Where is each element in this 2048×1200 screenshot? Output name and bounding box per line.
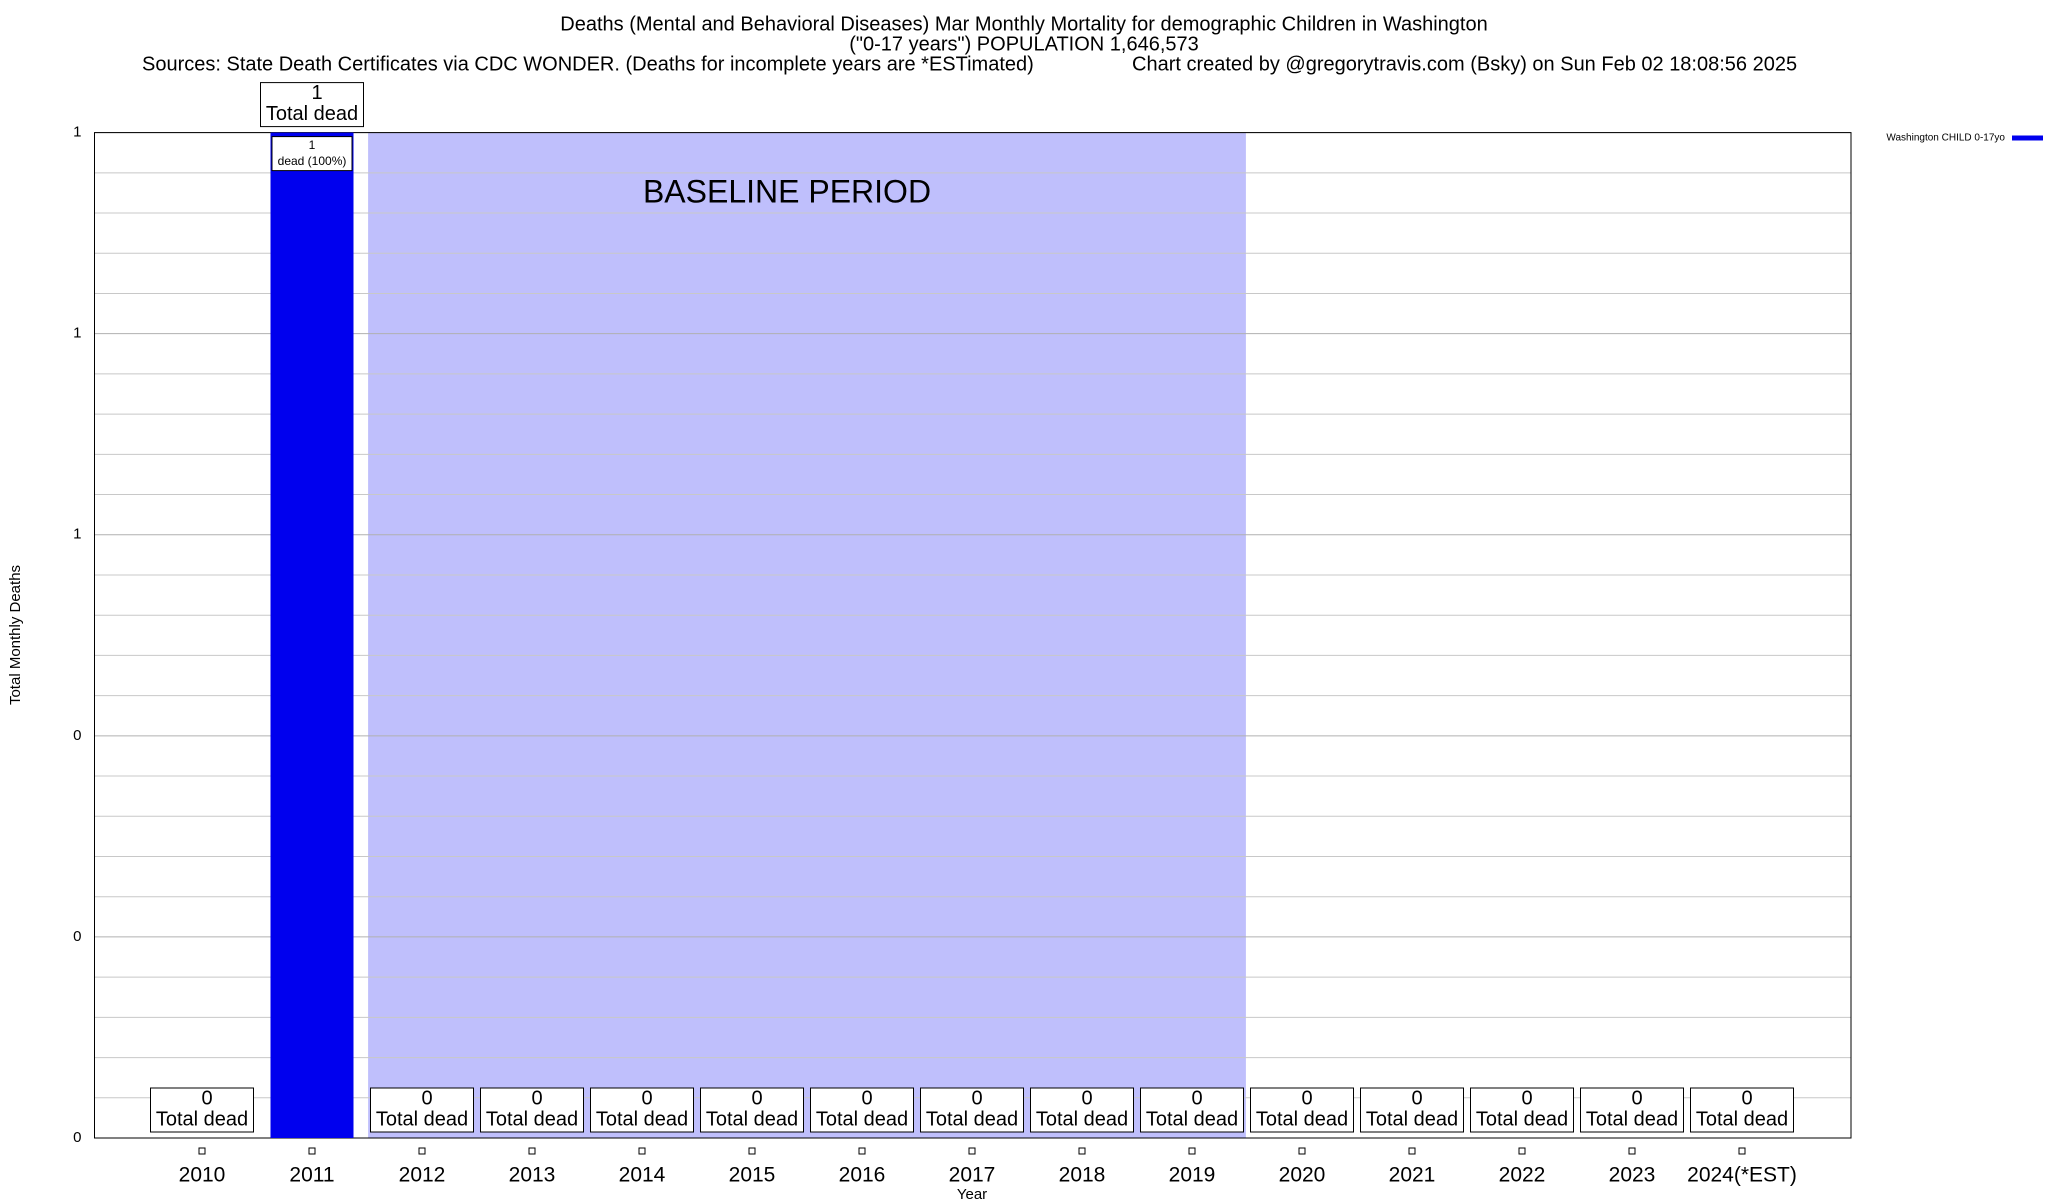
total-value: 0 <box>421 1087 432 1109</box>
x-tick-mark <box>418 1147 426 1155</box>
x-tick-mark <box>308 1147 316 1155</box>
total-value: 0 <box>1191 1087 1202 1109</box>
x-tick-label: 2010 <box>179 1164 226 1187</box>
total-caption: Total dead <box>1476 1108 1568 1130</box>
total-box <box>260 82 364 128</box>
shade-label: BASELINE PERIOD <box>643 173 931 209</box>
total-caption: Total dead <box>926 1108 1018 1130</box>
total-value: 0 <box>1081 1087 1092 1109</box>
x-tick-mark <box>1298 1147 1306 1155</box>
x-tick-label: 2023 <box>1609 1164 1656 1187</box>
total-value: 0 <box>641 1087 652 1109</box>
total-box <box>1030 1087 1134 1133</box>
x-tick-mark <box>198 1147 206 1155</box>
total-caption: Total dead <box>1586 1108 1678 1130</box>
x-tick-label: 2018 <box>1059 1164 1106 1187</box>
y-tick-label: 0 <box>73 727 81 744</box>
legend-label: Washington CHILD 0-17yo <box>1886 133 2005 144</box>
total-value: 0 <box>1521 1087 1532 1109</box>
x-tick-mark <box>1408 1147 1416 1155</box>
x-tick-label: 2017 <box>949 1164 996 1187</box>
chart-title: Deaths (Mental and Behavioral Diseases) … <box>560 13 1487 35</box>
total-caption: Total dead <box>706 1108 798 1130</box>
x-tick-label: 2013 <box>509 1164 556 1187</box>
total-caption: Total dead <box>1146 1108 1238 1130</box>
total-value: 0 <box>861 1087 872 1109</box>
source-note: Sources: State Death Certificates via CD… <box>142 53 1034 75</box>
chart-subtitle: ("0-17 years") POPULATION 1,646,573 <box>849 33 1199 55</box>
total-box <box>1360 1087 1464 1133</box>
x-tick-label: 2012 <box>399 1164 446 1187</box>
total-caption: Total dead <box>596 1108 688 1130</box>
total-caption: Total dead <box>1366 1108 1458 1130</box>
total-caption: Total dead <box>1256 1108 1348 1130</box>
total-caption: Total dead <box>816 1108 908 1130</box>
credit-note: Chart created by @gregorytravis.com (Bsk… <box>1132 53 1797 75</box>
x-axis-label: Year <box>957 1186 987 1200</box>
total-caption: Total dead <box>156 1108 248 1130</box>
total-box <box>700 1087 804 1133</box>
x-tick-mark <box>1188 1147 1196 1155</box>
x-tick-mark <box>1628 1147 1636 1155</box>
y-tick-label: 1 <box>73 124 81 141</box>
total-box <box>1580 1087 1684 1133</box>
inner-box <box>271 136 353 172</box>
baseline-shade <box>368 132 1246 1139</box>
x-tick-label: 2021 <box>1389 1164 1436 1187</box>
x-tick-mark <box>1078 1147 1086 1155</box>
total-value: 0 <box>751 1087 762 1109</box>
total-value: 0 <box>1301 1087 1312 1109</box>
y-axis-label: Total Monthly Deaths <box>7 565 24 705</box>
total-value: 0 <box>1631 1087 1642 1109</box>
x-tick-mark <box>1518 1147 1526 1155</box>
total-value: 0 <box>971 1087 982 1109</box>
total-box <box>480 1087 584 1133</box>
x-tick-mark <box>748 1147 756 1155</box>
total-value: 0 <box>201 1087 212 1109</box>
plot-frame <box>94 132 1852 1139</box>
x-tick-label: 2014 <box>619 1164 666 1187</box>
x-tick-label: 2011 <box>289 1164 334 1187</box>
x-tick-mark <box>638 1147 646 1155</box>
total-box <box>1690 1087 1794 1133</box>
total-value: 0 <box>531 1087 542 1109</box>
x-tick-label: 2020 <box>1279 1164 1326 1187</box>
total-caption: Total dead <box>1036 1108 1128 1130</box>
x-tick-label: 2022 <box>1499 1164 1546 1187</box>
total-value: 0 <box>1741 1087 1752 1109</box>
y-tick-label: 1 <box>73 325 81 342</box>
x-tick-mark <box>858 1147 866 1155</box>
y-tick-label: 0 <box>73 928 81 945</box>
total-box <box>1470 1087 1574 1133</box>
total-box <box>920 1087 1024 1133</box>
x-tick-label: 2019 <box>1169 1164 1216 1187</box>
total-value: 0 <box>1411 1087 1422 1109</box>
total-caption: Total dead <box>376 1108 468 1130</box>
total-caption: Total dead <box>486 1108 578 1130</box>
total-caption: Total dead <box>266 103 358 125</box>
y-tick-label: 0 <box>73 1129 81 1146</box>
total-caption: Total dead <box>1696 1108 1788 1130</box>
x-tick-mark <box>1738 1147 1746 1155</box>
total-box <box>810 1087 914 1133</box>
total-value: 1 <box>311 82 322 104</box>
x-tick-mark <box>968 1147 976 1155</box>
total-box <box>370 1087 474 1133</box>
inner-label: dead (100%) <box>278 154 347 168</box>
total-box <box>150 1087 254 1133</box>
bar <box>270 132 354 1139</box>
x-tick-mark <box>528 1147 536 1155</box>
total-box <box>1140 1087 1244 1133</box>
legend-swatch <box>2012 135 2043 141</box>
x-tick-label: 2015 <box>729 1164 776 1187</box>
x-tick-label: 2016 <box>839 1164 886 1187</box>
y-tick-label: 1 <box>73 526 81 543</box>
total-box <box>590 1087 694 1133</box>
total-box <box>1250 1087 1354 1133</box>
inner-value: 1 <box>309 138 316 152</box>
x-tick-label: 2024(*EST) <box>1687 1164 1797 1187</box>
